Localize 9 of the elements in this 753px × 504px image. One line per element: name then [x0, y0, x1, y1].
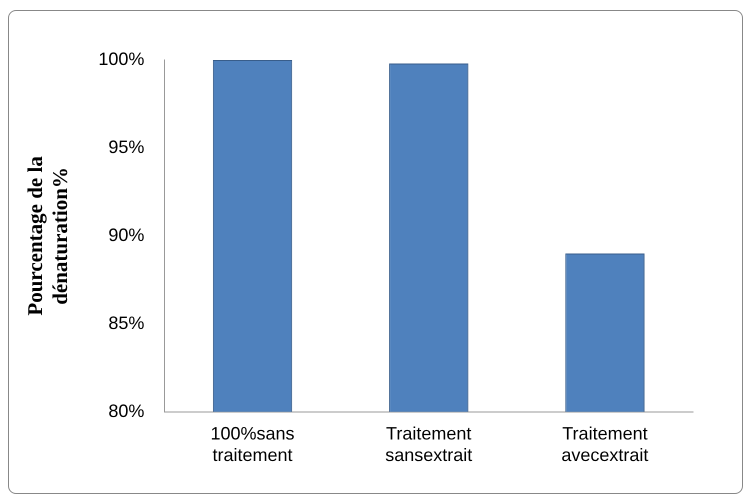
y-tick-label: 100%	[98, 48, 144, 69]
x-tick-label: Traitement sansextrait	[385, 424, 472, 466]
y-tick-label: 90%	[108, 224, 144, 245]
y-axis-title: Pourcentage de la dénaturation%	[23, 156, 72, 316]
y-tick-label: 80%	[108, 400, 144, 421]
y-tick-label: 95%	[108, 136, 144, 157]
y-tick-label: 85%	[108, 312, 144, 333]
x-tick-label: Traitement avecextrait	[561, 424, 648, 466]
x-tick-label: 100%sans traitement	[210, 424, 295, 466]
